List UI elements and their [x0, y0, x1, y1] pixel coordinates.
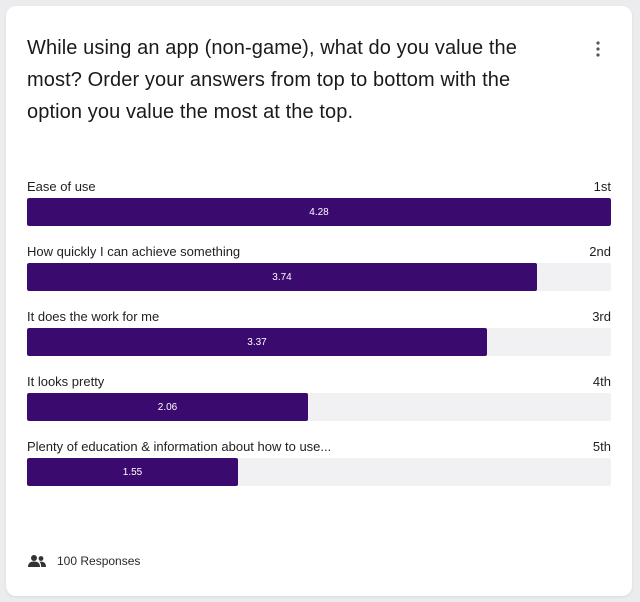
poll-card: While using an app (non-game), what do y… [6, 6, 632, 596]
rank-row: Plenty of education & information about … [27, 434, 611, 499]
bar-value-label: 4.28 [309, 206, 329, 218]
bar-track: 2.06 [27, 393, 611, 421]
question-title: While using an app (non-game), what do y… [27, 37, 517, 123]
rank-position: 4th [592, 374, 611, 389]
rank-position: 3rd [592, 309, 611, 324]
bar-track: 4.28 [27, 198, 611, 226]
rank-row-label: It does the work for me [27, 309, 160, 324]
responses-count: 100 Responses [57, 554, 141, 568]
bar-fill: 3.74 [27, 263, 537, 291]
rank-row: How quickly I can achieve something 2nd 3.… [27, 239, 611, 304]
bar-track: 3.37 [27, 328, 611, 356]
rank-row-label: Plenty of education & information about … [27, 439, 332, 454]
bar-value-label: 1.55 [122, 466, 143, 478]
rank-row-label: How quickly I can achieve something [27, 244, 241, 259]
bar-value-label: 2.06 [157, 401, 178, 413]
bar-track: 1.55 [27, 458, 611, 486]
bar-fill: 4.28 [27, 198, 611, 226]
rank-position: 1st [593, 179, 611, 194]
bar-fill: 1.55 [27, 458, 238, 486]
rank-position: 5th [592, 439, 611, 454]
people-icon [27, 554, 47, 568]
bar-value-label: 3.74 [272, 271, 292, 283]
rank-row-label: Ease of use [27, 179, 96, 194]
more-options-icon[interactable] [588, 36, 608, 62]
bar-fill: 3.37 [27, 328, 487, 356]
rank-position: 2nd [589, 244, 611, 259]
rank-row: It looks pretty 4th 2.06 [27, 369, 611, 434]
bar-fill: 2.06 [27, 393, 308, 421]
rank-row: Ease of use 1st 4.28 [27, 174, 611, 239]
bar-value-label: 3.37 [247, 336, 267, 348]
bar-track: 3.74 [27, 263, 611, 291]
ranking-results: Ease of use 1st 4.28 How quickly I can achi… [27, 174, 611, 499]
rank-row: It does the work for me 3rd 3.37 [27, 304, 611, 369]
responses-footer: 100 Responses [27, 554, 140, 568]
rank-row-label: It looks pretty [27, 374, 105, 389]
